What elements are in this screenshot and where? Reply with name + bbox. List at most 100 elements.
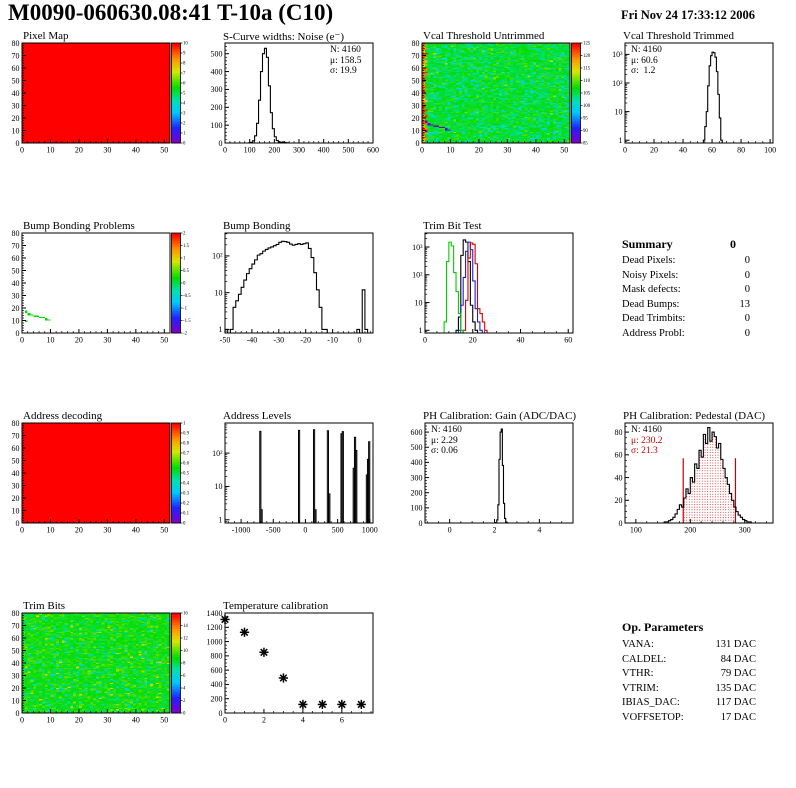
- svg-text:40: 40: [132, 526, 140, 535]
- svg-text:110: 110: [583, 79, 591, 84]
- svg-text:-10: -10: [327, 336, 338, 345]
- svg-text:0.7: 0.7: [183, 452, 190, 457]
- plot-title: Bump Bonding: [223, 220, 291, 232]
- plot-vcal-trimmed: Vcal Threshold Trimmed 0 20 40 60 80 100 1 10 10…: [600, 30, 796, 218]
- svg-text:50: 50: [12, 76, 20, 85]
- stats-box: N: 4160 μ: 230.2 σ: 21.3: [631, 425, 663, 456]
- stats-box: N: 4160 μ: 2.29 σ: 0.06: [431, 425, 462, 456]
- svg-text:100: 100: [211, 121, 223, 130]
- svg-text:80: 80: [737, 146, 745, 155]
- svg-text:95: 95: [583, 117, 588, 122]
- svg-text:0.8: 0.8: [183, 442, 190, 447]
- address-levels-plot: -1000 -500 0 500 1000 1 10 10²: [212, 422, 378, 535]
- svg-text:120: 120: [583, 54, 591, 59]
- svg-text:5: 5: [183, 92, 186, 97]
- svg-text:1200: 1200: [207, 623, 223, 632]
- summary-row: Dead Pixels: 0: [622, 255, 750, 266]
- svg-text:70: 70: [12, 431, 20, 440]
- svg-text:0: 0: [16, 709, 20, 718]
- svg-text:10³: 10³: [412, 243, 423, 252]
- svg-text:80: 80: [12, 419, 20, 428]
- svg-text:0: 0: [16, 519, 20, 528]
- svg-text:10: 10: [215, 482, 223, 491]
- svg-text:0.9: 0.9: [183, 432, 190, 437]
- svg-text:10: 10: [12, 316, 20, 325]
- svg-text:10: 10: [215, 288, 223, 297]
- svg-text:40: 40: [412, 89, 420, 98]
- vcal-trimmed-plot: 0 20 40 60 80 100 1 10 10² 10³: [612, 42, 776, 155]
- svg-text:60: 60: [12, 254, 20, 263]
- plot-address-decoding: Address decoding 0 10 20 30 40 50 0 10 20 30 40 50 6…: [0, 410, 199, 598]
- svg-text:200: 200: [211, 695, 223, 704]
- plot-address-decoding-bitmap: [22, 423, 170, 523]
- svg-text:1: 1: [183, 422, 186, 427]
- module-test-report: { "header": { "title": "M0090-060630.08:…: [0, 0, 796, 725]
- svg-text:2: 2: [183, 232, 186, 237]
- svg-text:40: 40: [516, 336, 524, 345]
- svg-text:200: 200: [211, 103, 223, 112]
- plot-title: Trim Bits: [23, 600, 66, 612]
- plot-title: PH Calibration: Gain (ADC/DAC): [423, 410, 577, 422]
- svg-text:0: 0: [358, 336, 362, 345]
- svg-text:60: 60: [615, 451, 623, 460]
- svg-text:0: 0: [303, 526, 307, 535]
- svg-text:2: 2: [493, 526, 497, 535]
- svg-text:-1000: -1000: [232, 526, 251, 535]
- svg-text:20: 20: [75, 526, 83, 535]
- svg-text:-20: -20: [300, 336, 311, 345]
- ph-gain-plot: 0 2 4 0 100 200 300 400 500 600: [411, 422, 574, 535]
- svg-text:0: 0: [183, 142, 186, 147]
- svg-text:600: 600: [367, 146, 379, 155]
- svg-text:40: 40: [615, 473, 623, 482]
- svg-text:300: 300: [293, 146, 305, 155]
- svg-text:30: 30: [12, 671, 20, 680]
- temperature-calibration-plot: 0 2 4 6 0 200 400 600 800 1000 1200 1400: [207, 609, 374, 725]
- svg-text:30: 30: [103, 336, 111, 345]
- svg-text:0: 0: [20, 336, 24, 345]
- svg-text:1.5: 1.5: [183, 244, 190, 249]
- svg-text:10: 10: [46, 146, 54, 155]
- svg-text:-0.5: -0.5: [183, 294, 191, 299]
- address-decoding-plot: 0 10 20 30 40 50 0 10 20 30 40 50 60 70 80 1 0.9 0.8 0.7 0.…: [12, 419, 190, 535]
- svg-text:-40: -40: [247, 336, 258, 345]
- svg-text:200: 200: [684, 526, 696, 535]
- svg-text:6: 6: [340, 716, 344, 725]
- svg-text:20: 20: [650, 146, 658, 155]
- svg-text:0: 0: [619, 519, 623, 528]
- svg-text:2: 2: [183, 122, 186, 127]
- summary-row: Mask defects: 0: [622, 284, 750, 296]
- plot-bump-problems-bitmap: [22, 233, 170, 333]
- svg-text:30: 30: [12, 481, 20, 490]
- op-parameter-row: IBIAS_DAC: 117 DAC: [622, 697, 756, 709]
- svg-text:10: 10: [12, 696, 20, 705]
- svg-text:0: 0: [183, 282, 186, 287]
- stats-box: N: 4160 μ: 158.5 σ: 19.9: [330, 45, 362, 76]
- svg-text:115: 115: [583, 67, 591, 72]
- svg-text:30: 30: [12, 101, 20, 110]
- svg-text:100: 100: [244, 146, 256, 155]
- svg-text:10: 10: [12, 126, 20, 135]
- svg-text:400: 400: [211, 680, 223, 689]
- svg-text:20: 20: [475, 146, 483, 155]
- svg-text:125: 125: [583, 42, 591, 47]
- svg-text:400: 400: [411, 458, 423, 467]
- svg-text:400: 400: [211, 67, 223, 76]
- svg-text:12: 12: [183, 637, 188, 642]
- svg-text:80: 80: [412, 39, 420, 48]
- svg-text:10: 10: [412, 126, 420, 135]
- svg-text:0: 0: [420, 146, 424, 155]
- svg-text:14: 14: [183, 624, 188, 629]
- svg-text:2: 2: [183, 699, 186, 704]
- svg-text:60: 60: [12, 444, 20, 453]
- svg-text:40: 40: [532, 146, 540, 155]
- summary-row: Noisy Pixels: 0: [622, 269, 750, 281]
- svg-text:20: 20: [12, 494, 20, 503]
- plot-vcal-untrimmed-bitmap: [422, 43, 570, 143]
- svg-text:1: 1: [619, 136, 623, 145]
- svg-text:60: 60: [708, 146, 716, 155]
- svg-text:0: 0: [20, 146, 24, 155]
- svg-text:200: 200: [411, 488, 423, 497]
- svg-text:-1.5: -1.5: [183, 319, 191, 324]
- svg-text:30: 30: [503, 146, 511, 155]
